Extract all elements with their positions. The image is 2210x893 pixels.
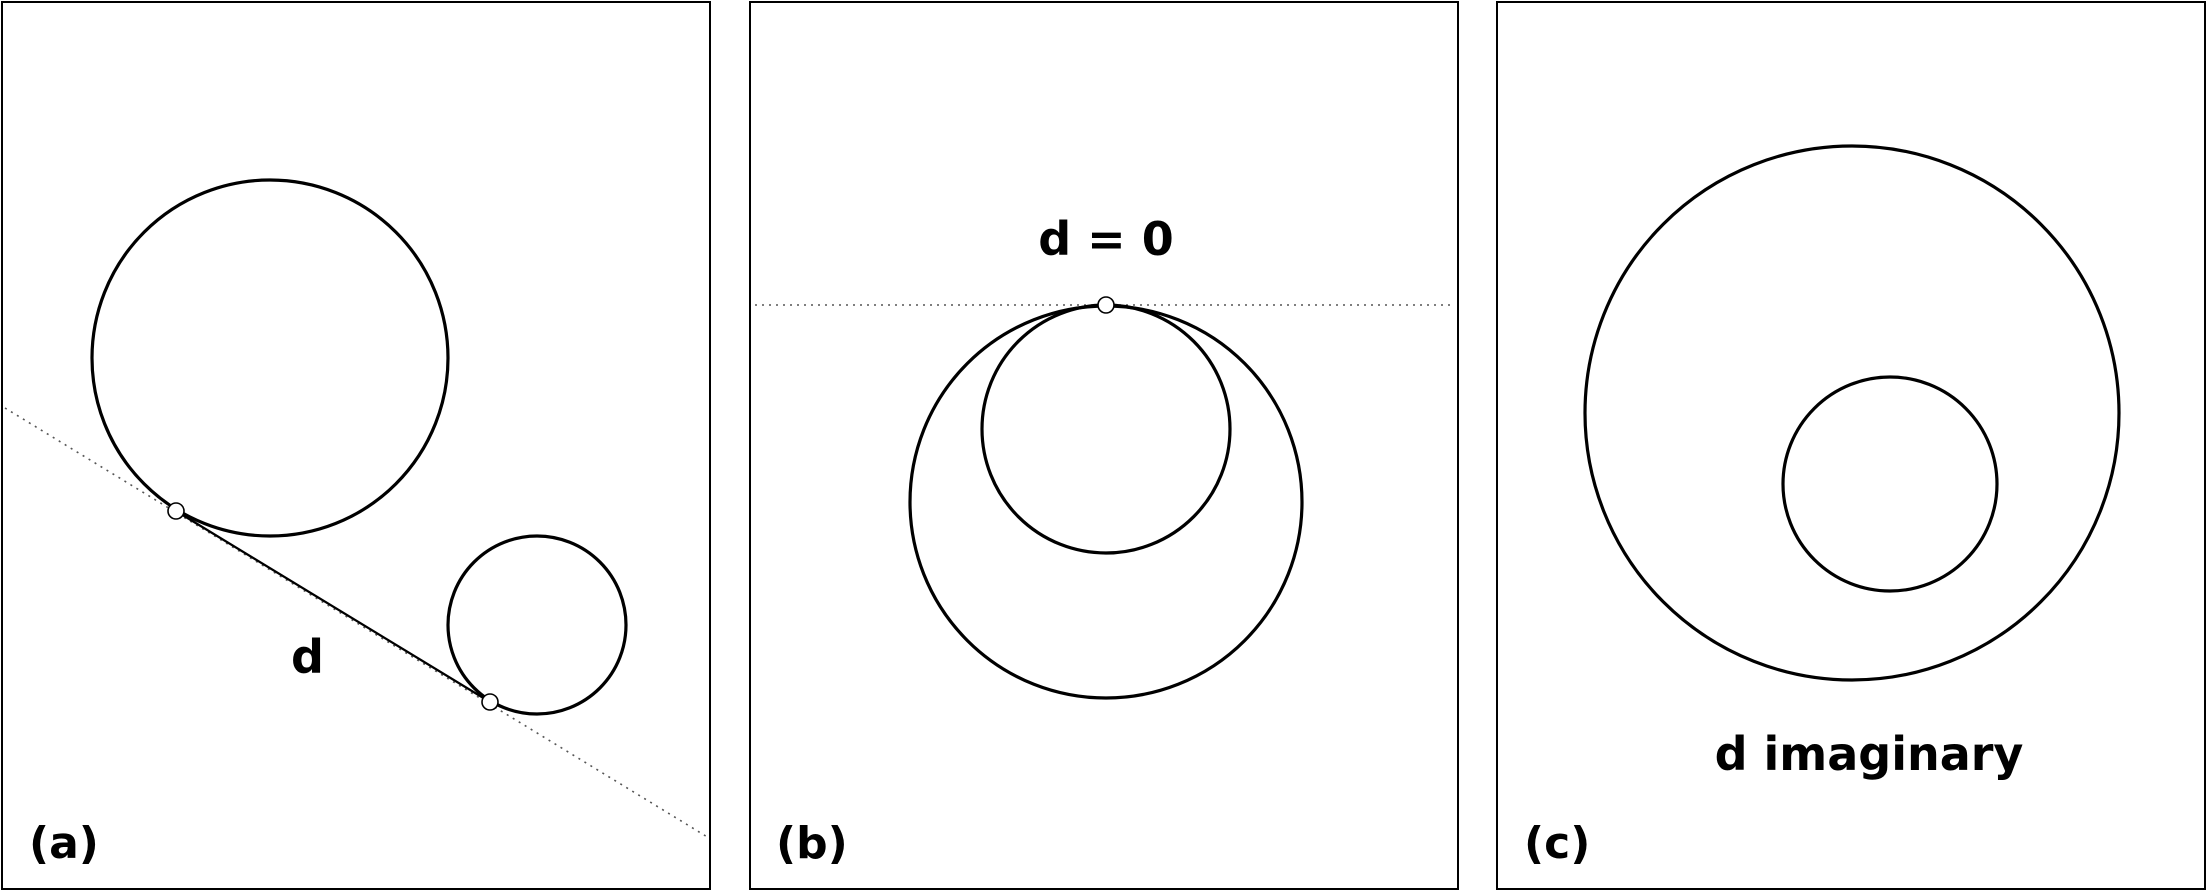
tangent-point-1 [167, 502, 185, 520]
distance-label: d = 0 [1038, 212, 1174, 266]
panel-c-diagram: d imaginary (c) [1524, 144, 2121, 869]
small-circle [446, 534, 628, 716]
panel-label: (a) [29, 818, 99, 869]
distance-label: d imaginary [1715, 727, 2024, 781]
tangent-point-2 [481, 693, 499, 711]
panel-label: (c) [1524, 818, 1590, 869]
tangent-segment-d [175, 510, 491, 703]
outer-circle [1583, 144, 2121, 682]
panel-label: (b) [776, 818, 848, 869]
panel-b: d = 0 (b) [749, 1, 1459, 890]
large-circle [90, 178, 450, 538]
outer-circle [908, 304, 1304, 700]
inner-circle [1781, 375, 1999, 593]
panel-a: d (a) [1, 1, 711, 890]
panel-b-diagram: d = 0 (b) [755, 212, 1455, 869]
inner-circle [980, 303, 1232, 555]
distance-label: d [291, 630, 324, 684]
panel-c: d imaginary (c) [1496, 1, 2206, 890]
tangent-line-extension [4, 407, 709, 839]
panel-a-diagram: d (a) [4, 178, 709, 869]
tangent-point [1097, 296, 1115, 314]
